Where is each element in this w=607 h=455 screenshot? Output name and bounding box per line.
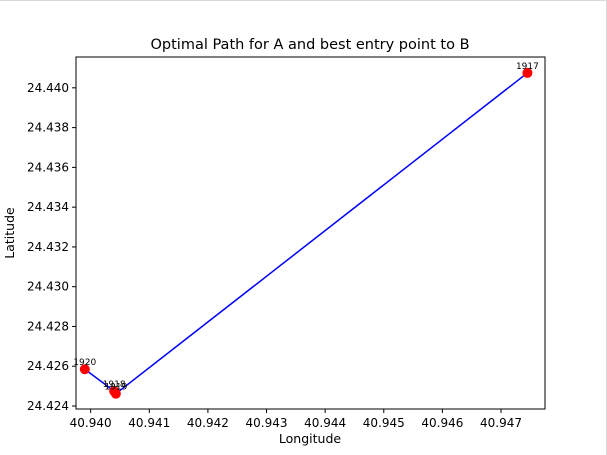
x-tick-label: 40.944 bbox=[304, 416, 346, 430]
x-tick-label: 40.941 bbox=[128, 416, 170, 430]
path-point bbox=[110, 388, 121, 399]
y-tick-label: 24.440 bbox=[27, 81, 69, 95]
point-label: 1917 bbox=[516, 62, 539, 72]
x-tick-label: 40.945 bbox=[363, 416, 405, 430]
y-tick-label: 24.438 bbox=[27, 121, 69, 135]
x-tick-label: 40.942 bbox=[187, 416, 229, 430]
y-tick-label: 24.428 bbox=[27, 319, 69, 333]
x-axis-label: Longitude bbox=[279, 431, 341, 446]
x-tick-label: 40.947 bbox=[480, 416, 522, 430]
plot-frame bbox=[75, 56, 546, 410]
y-tick-label: 24.432 bbox=[27, 240, 69, 254]
y-tick-label: 24.424 bbox=[27, 399, 69, 413]
x-tick-label: 40.946 bbox=[421, 416, 463, 430]
y-tick-label: 24.426 bbox=[27, 359, 69, 373]
point-label: 1919 bbox=[104, 383, 127, 393]
chart-title: Optimal Path for A and best entry point … bbox=[150, 37, 469, 53]
path-point bbox=[522, 67, 533, 78]
x-tick-label: 40.943 bbox=[246, 416, 288, 430]
y-axis: 24.424 24.426 24.428 24.430 24.432 24.434 24.4… bbox=[27, 81, 76, 413]
x-axis: 40.940 40.941 40.942 40.943 40.944 40.945 40.9… bbox=[70, 409, 522, 430]
x-tick-label: 40.940 bbox=[70, 416, 112, 430]
y-tick-label: 24.436 bbox=[27, 160, 69, 174]
y-axis-label: Latitude bbox=[2, 207, 17, 259]
point-label: 1918 bbox=[103, 380, 126, 390]
window-top-border bbox=[0, 0, 607, 1]
y-tick-label: 24.430 bbox=[27, 280, 69, 294]
y-tick-label: 24.434 bbox=[27, 200, 69, 214]
path-point bbox=[79, 364, 90, 375]
point-label: 1920 bbox=[73, 358, 96, 368]
path-line bbox=[84, 72, 528, 395]
